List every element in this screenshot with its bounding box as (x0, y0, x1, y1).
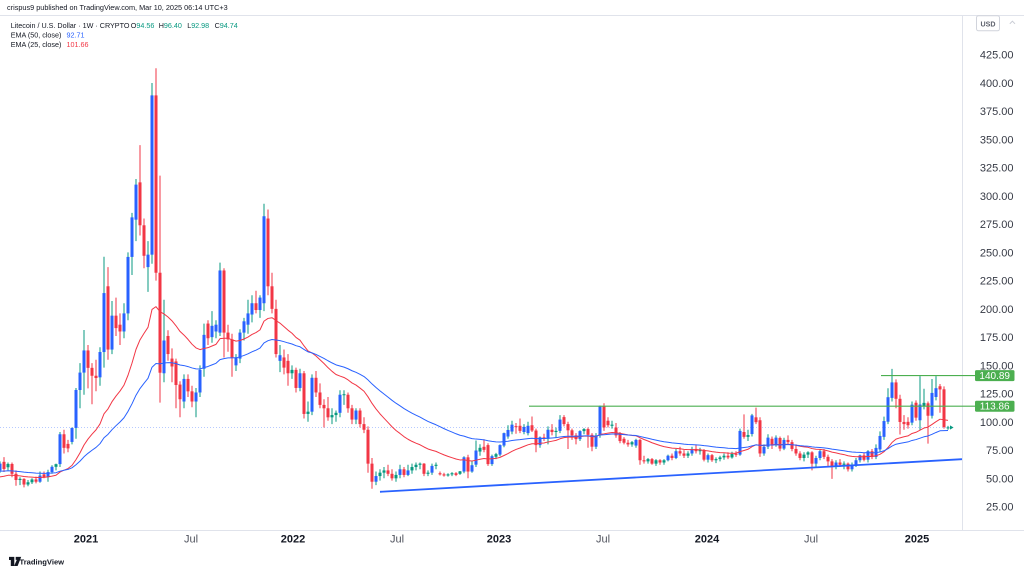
svg-text:H96.40: H96.40 (159, 21, 182, 30)
svg-text:2024: 2024 (695, 534, 720, 546)
svg-text:2022: 2022 (281, 534, 305, 546)
svg-text:125.00: 125.00 (980, 389, 1014, 401)
svg-text:Jul: Jul (184, 534, 198, 546)
svg-text:25.00: 25.00 (986, 502, 1014, 514)
svg-text:EMA (25, close): EMA (25, close) (11, 40, 62, 49)
svg-text:140.89: 140.89 (979, 371, 1010, 382)
svg-text:150.00: 150.00 (980, 360, 1014, 372)
svg-text:L92.98: L92.98 (187, 21, 209, 30)
svg-text:350.00: 350.00 (980, 134, 1014, 146)
svg-text:250.00: 250.00 (980, 247, 1014, 259)
svg-text:USD: USD (981, 21, 996, 29)
svg-text:375.00: 375.00 (980, 106, 1014, 118)
svg-text:EMA (50, close): EMA (50, close) (11, 31, 62, 40)
svg-text:400.00: 400.00 (980, 78, 1014, 90)
svg-text:100.00: 100.00 (980, 417, 1014, 429)
svg-text:crispus9 published on TradingV: crispus9 published on TradingView.com, M… (7, 3, 228, 12)
svg-text:Litecoin / U.S. Dollar · 1W ·: Litecoin / U.S. Dollar · 1W · CRYPTO (11, 21, 130, 30)
svg-text:O94.56: O94.56 (131, 21, 155, 30)
svg-text:Jul: Jul (804, 534, 818, 546)
svg-text:425.00: 425.00 (980, 50, 1014, 62)
svg-text:Jul: Jul (390, 534, 404, 546)
svg-text:TradingView: TradingView (20, 557, 65, 566)
svg-text:275.00: 275.00 (980, 219, 1014, 231)
svg-text:92.71: 92.71 (67, 31, 85, 40)
svg-text:2023: 2023 (487, 534, 511, 546)
svg-text:50.00: 50.00 (986, 473, 1014, 485)
svg-text:113.86: 113.86 (980, 402, 1010, 413)
svg-text:Jul: Jul (596, 534, 610, 546)
svg-text:225.00: 225.00 (980, 276, 1014, 288)
svg-text:200.00: 200.00 (980, 304, 1014, 316)
svg-text:300.00: 300.00 (980, 191, 1014, 203)
svg-text:2021: 2021 (74, 534, 98, 546)
svg-text:101.66: 101.66 (67, 40, 89, 49)
svg-text:175.00: 175.00 (980, 332, 1014, 344)
svg-text:325.00: 325.00 (980, 163, 1014, 175)
svg-text:C94.74: C94.74 (215, 21, 238, 30)
svg-text:75.00: 75.00 (986, 445, 1014, 457)
svg-text:2025: 2025 (905, 534, 929, 546)
